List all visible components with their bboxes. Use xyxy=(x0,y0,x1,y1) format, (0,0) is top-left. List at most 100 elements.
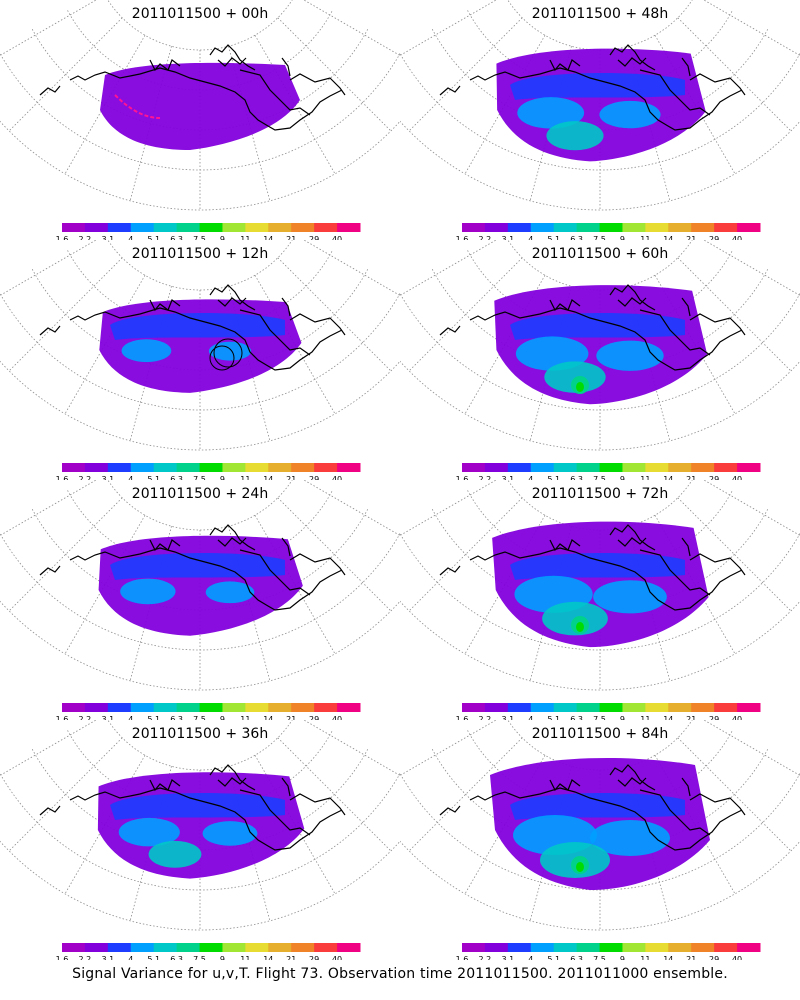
colorbar-tick-label: 11 xyxy=(240,235,250,240)
colorbar-tick-label: 14 xyxy=(263,955,273,960)
coastline xyxy=(239,309,346,356)
graticule xyxy=(400,0,800,211)
coastline xyxy=(639,309,746,356)
colorbar-tick-label: 5.1 xyxy=(147,235,160,240)
variance-field xyxy=(490,758,710,890)
colorbar-swatch xyxy=(245,703,269,712)
colorbar-swatch xyxy=(462,463,486,472)
colorbar-swatch xyxy=(314,463,338,472)
colorbar-tick-label: 6.3 xyxy=(570,955,583,960)
colorbar-swatch xyxy=(268,703,292,712)
colorbar-swatch xyxy=(199,703,223,712)
coastline xyxy=(239,789,346,836)
map-svg: 1.6 2.2 3.1 4 5.1 6.3 7.5 9 11 14 21 29 40 xyxy=(400,240,800,480)
longitude-line xyxy=(408,257,523,372)
colorbar-swatch xyxy=(668,463,692,472)
colorbar-tick-label: 40 xyxy=(732,475,742,480)
colorbar-tick-label: 11 xyxy=(240,955,250,960)
colorbar-swatch xyxy=(484,463,509,472)
colorbar-swatch xyxy=(84,223,109,232)
colorbar-swatch xyxy=(84,463,109,472)
forecast-panel: 1.6 2.2 3.1 4 5.1 6.3 7.5 9 11 14 21 29 40 2011011500… xyxy=(400,0,800,240)
colorbar-tick-label: 11 xyxy=(640,235,650,240)
colorbar-tick-label: 40 xyxy=(332,235,342,240)
colorbar-swatch xyxy=(337,943,361,952)
colorbar-tick-label: 5.1 xyxy=(547,955,560,960)
colorbar-tick-label: 7.5 xyxy=(593,955,606,960)
variance-contour xyxy=(510,553,685,580)
longitude-line xyxy=(228,46,271,201)
colorbar-swatch xyxy=(291,703,315,712)
figure-caption: Signal Variance for u,v,T. Flight 73. Ob… xyxy=(72,966,728,982)
longitude-line xyxy=(277,257,392,372)
variance-contour xyxy=(576,382,584,392)
longitude-line xyxy=(64,275,146,415)
variance-contour xyxy=(517,97,585,129)
coastline xyxy=(439,67,743,131)
coastline xyxy=(149,284,256,312)
coastline xyxy=(217,57,291,77)
variance-field xyxy=(496,48,706,162)
colorbar-swatch xyxy=(484,223,509,232)
colorbar-tick-label: 7.5 xyxy=(593,475,606,480)
variance-contour xyxy=(120,578,176,605)
variance-contour xyxy=(510,793,685,820)
colorbar-swatch xyxy=(553,463,578,472)
variance-contour xyxy=(118,817,180,847)
colorbar-tick-label: 3.1 xyxy=(101,715,114,720)
colorbar-swatch xyxy=(576,463,601,472)
colorbar-swatch xyxy=(737,943,761,952)
longitude-line xyxy=(129,766,172,921)
colorbar-swatch xyxy=(553,943,578,952)
colorbar-tick-label: 4 xyxy=(128,475,133,480)
colorbar-swatch xyxy=(222,223,246,232)
colorbar-tick-label: 11 xyxy=(640,955,650,960)
colorbar-tick-label: 9 xyxy=(620,955,625,960)
colorbar-tick-label: 6.3 xyxy=(170,715,183,720)
colorbar-swatch xyxy=(314,223,338,232)
variance-field xyxy=(97,772,305,879)
colorbar-swatch xyxy=(62,943,86,952)
colorbar-swatch xyxy=(62,703,86,712)
colorbar-swatch xyxy=(153,463,178,472)
colorbar-swatch xyxy=(599,703,623,712)
colorbar-tick-label: 14 xyxy=(263,475,273,480)
longitude-line xyxy=(64,755,146,895)
longitude-line xyxy=(277,737,392,852)
colorbar-swatch xyxy=(645,223,669,232)
coastline xyxy=(217,537,291,557)
colorbar-swatch xyxy=(176,703,201,712)
colorbar-tick-label: 14 xyxy=(663,235,673,240)
colorbar-swatch xyxy=(245,943,269,952)
colorbar-tick-label: 29 xyxy=(709,475,719,480)
map-svg: 1.6 2.2 3.1 4 5.1 6.3 7.5 9 11 14 21 29 40 xyxy=(0,720,400,960)
colorbar-swatch xyxy=(222,703,246,712)
coastlines xyxy=(39,764,346,851)
variance-contour xyxy=(110,553,285,580)
coastline xyxy=(617,537,691,557)
variance-contour xyxy=(110,313,285,340)
longitude-line xyxy=(228,526,271,681)
latitude-line xyxy=(400,840,800,931)
colorbar-swatch xyxy=(530,703,555,712)
variance-field xyxy=(100,62,300,150)
coastline xyxy=(217,297,291,317)
variance-contour xyxy=(510,313,685,340)
colorbar-tick-label: 1.6 xyxy=(56,475,69,480)
colorbar-tick-label: 40 xyxy=(332,475,342,480)
colorbar-tick-label: 4 xyxy=(128,955,133,960)
colorbar-tick-label: 1.6 xyxy=(456,955,469,960)
colorbar-swatch xyxy=(107,943,132,952)
colorbar-tick-label: 6.3 xyxy=(570,235,583,240)
variance-contour xyxy=(544,361,606,393)
colorbar-swatch xyxy=(462,943,486,952)
latitude-line xyxy=(31,29,369,131)
colorbar-tick-label: 6.3 xyxy=(170,475,183,480)
colorbar-tick-label: 2.2 xyxy=(479,955,492,960)
colorbar-tick-label: 21 xyxy=(686,955,696,960)
longitude-line xyxy=(254,755,336,895)
colorbar-tick-label: 7.5 xyxy=(193,235,206,240)
colorbar-tick-label: 29 xyxy=(709,235,719,240)
colorbar-swatch xyxy=(130,223,155,232)
colorbar-swatch xyxy=(714,703,738,712)
